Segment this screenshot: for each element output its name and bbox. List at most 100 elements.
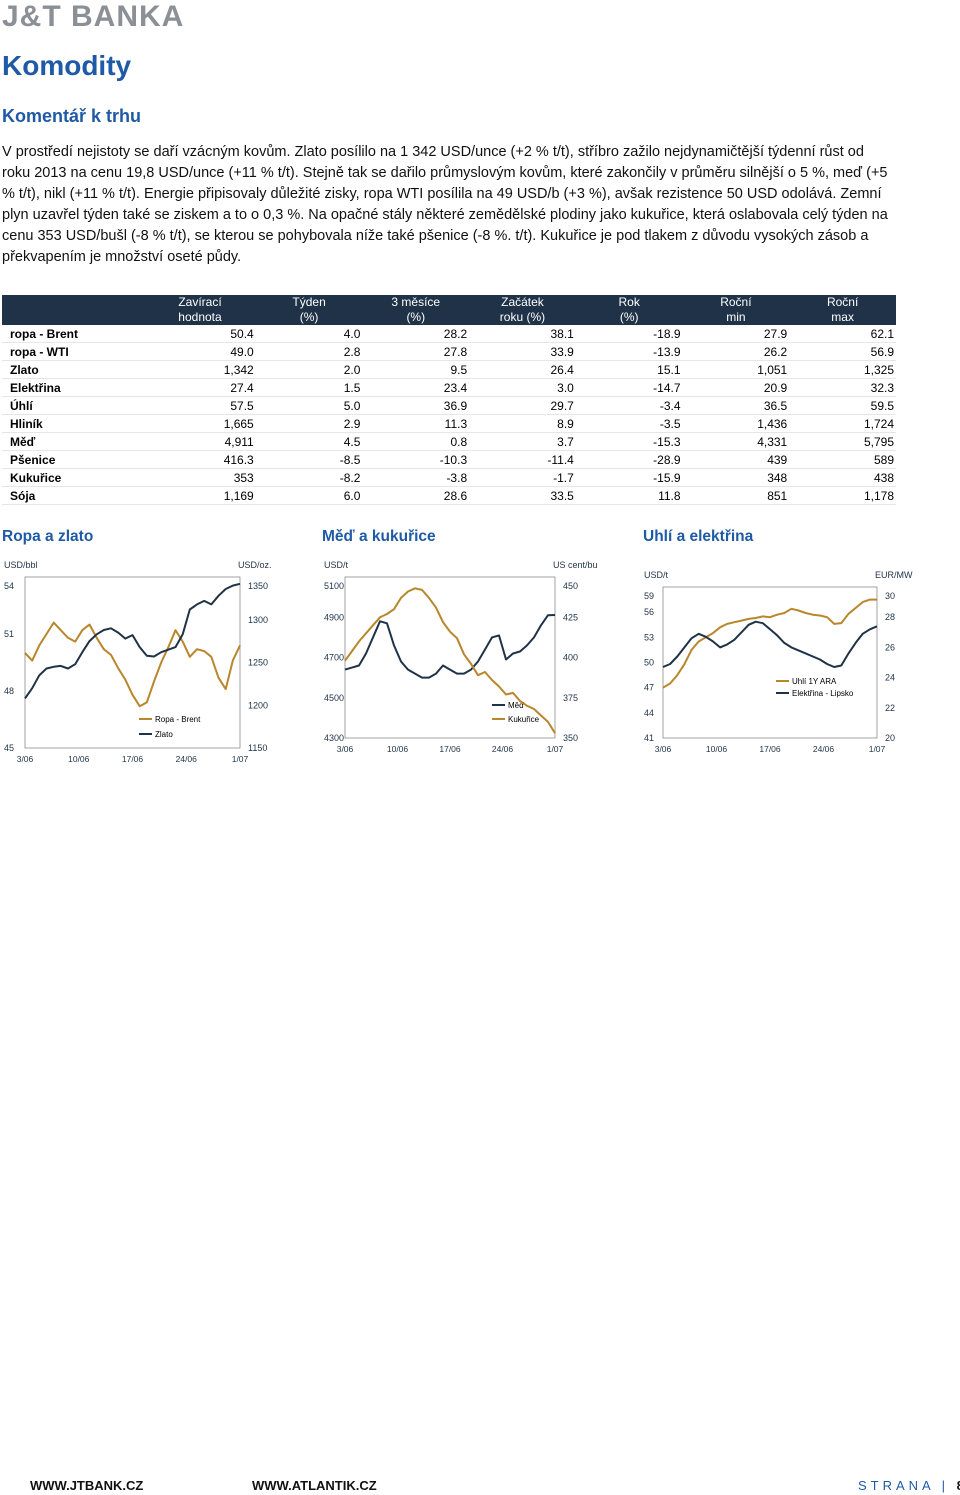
table-cell: 5,795 <box>863 434 894 449</box>
commodity-name: ropa - WTI <box>10 344 69 359</box>
footer-link-jtbank[interactable]: WWW.JTBANK.CZ <box>30 1478 144 1493</box>
x-tick-label: 17/06 <box>439 744 461 754</box>
table-cell: -18.9 <box>653 326 681 341</box>
commodity-name: Elektřina <box>10 380 61 395</box>
left-tick-label: 4900 <box>324 612 344 622</box>
header-line1: Zavírací <box>178 295 222 309</box>
table-cell: 4,911 <box>224 434 254 449</box>
commodity-name: Kukuřice <box>10 470 62 485</box>
table-cell: -3.8 <box>446 470 468 485</box>
right-tick-label: 450 <box>563 581 578 591</box>
table-cell: -1.7 <box>553 470 574 485</box>
right-tick-label: 1300 <box>248 615 268 625</box>
table-cell: 348 <box>767 470 788 485</box>
commodity-name: Zlato <box>10 362 39 377</box>
header-line1: Začátek <box>501 295 544 309</box>
table-cell: 27.8 <box>443 344 468 359</box>
table-cell: 2.8 <box>343 344 361 359</box>
chart-title-ropa-zlato: Ropa a zlato <box>2 528 94 545</box>
left-tick-label: 44 <box>644 708 654 718</box>
table-cell: 57.5 <box>230 398 254 413</box>
x-tick-label: 1/07 <box>232 754 249 764</box>
left-tick-label: 50 <box>644 658 654 668</box>
table-cell: -8.2 <box>339 470 361 485</box>
table-cell: 353 <box>233 470 254 485</box>
table-cell: 3.0 <box>557 380 574 395</box>
x-tick-label: 3/06 <box>655 744 672 754</box>
table-cell: 23.4 <box>443 380 468 395</box>
chart-med-kukurice: USD/t US cent/bu 5100 4900 4700 4500 4300 450 42… <box>324 560 598 754</box>
table-cell: 20.9 <box>763 380 788 395</box>
legend-label: Elektřina - Lipsko <box>792 689 854 698</box>
x-tick-label: 17/06 <box>122 754 144 764</box>
header-cell: Týden (%) <box>255 295 363 325</box>
legend-label: Měď <box>508 701 524 710</box>
left-tick-label: 51 <box>4 629 14 639</box>
footer-link-atlantik[interactable]: WWW.ATLANTIK.CZ <box>252 1478 377 1493</box>
section-title: Komentář k trhu <box>2 106 142 126</box>
legend-label: Ropa - Brent <box>155 715 201 724</box>
commodity-name: Úhlí <box>10 398 33 413</box>
commodity-name: Sója <box>10 488 36 503</box>
table-cell: 1,342 <box>223 362 254 377</box>
table-cell: 4.0 <box>343 326 361 341</box>
page-label: STRANA <box>858 1478 935 1493</box>
header-line2: (%) <box>619 310 639 324</box>
commodity-name: Pšenice <box>10 452 56 467</box>
table-cell: 1,436 <box>757 416 788 431</box>
table-cell: 1,169 <box>223 488 254 503</box>
table-cell: -11.4 <box>547 452 574 467</box>
left-tick-label: 48 <box>4 686 14 696</box>
right-tick-label: 1150 <box>248 743 267 753</box>
page-title: Komodity <box>2 50 132 81</box>
table-cell: 589 <box>873 452 894 467</box>
plot-frame <box>344 576 556 739</box>
right-tick-label: 20 <box>885 733 895 743</box>
header-line2: (%) <box>406 310 426 324</box>
plot-frame <box>24 576 241 749</box>
chart-title-med-kukurice: Měď a kukuřice <box>322 528 436 545</box>
table-cell: 15.1 <box>657 362 681 377</box>
commodities-table: Zavírací hodnota Týden (%) 3 měsíce (%) Zač… <box>2 295 896 505</box>
x-tick-label: 10/06 <box>387 744 409 754</box>
x-tick-label: 24/06 <box>492 744 514 754</box>
table-cell: -8.5 <box>339 452 361 467</box>
table-cell: 2.0 <box>343 362 361 377</box>
table-cell: 11.8 <box>658 488 681 503</box>
left-tick-label: 41 <box>644 733 654 743</box>
table-row: Hliník 1,665 2.9 11.3 8.9 -3.5 1,436 1,724 <box>2 415 896 433</box>
series-line-0 <box>662 598 877 689</box>
table-cell: 2.9 <box>343 416 361 431</box>
x-tick-label: 3/06 <box>337 744 354 754</box>
table-cell: 32.3 <box>870 380 894 395</box>
table-cell: 36.5 <box>763 398 788 413</box>
left-axis-unit: USD/t <box>644 570 669 580</box>
table-cell: -14.7 <box>653 380 681 395</box>
bank-logo: J&T BANKA <box>2 0 184 34</box>
right-tick-label: 375 <box>563 693 578 703</box>
table-cell: 33.5 <box>550 488 574 503</box>
table-cell: 56.9 <box>870 344 894 359</box>
table-row: Kukuřice 353 -8.2 -3.8 -1.7 -15.9 348 438 <box>2 469 896 487</box>
header-line2: roku (%) <box>499 310 546 324</box>
header-cell: Zavírací hodnota <box>144 295 256 325</box>
table-cell: 28.6 <box>443 488 468 503</box>
table-cell: -13.9 <box>653 344 681 359</box>
right-tick-label: 22 <box>885 703 895 713</box>
table-cell: -15.3 <box>653 434 681 449</box>
left-tick-label: 4500 <box>324 693 344 703</box>
page-number: 8 <box>957 1478 960 1493</box>
left-axis-unit: USD/t <box>324 560 349 570</box>
series-line-0 <box>24 621 241 708</box>
left-tick-label: 5100 <box>324 581 344 591</box>
left-tick-label: 47 <box>644 683 654 693</box>
left-tick-label: 59 <box>644 591 654 601</box>
header-cell: Roční max <box>789 295 896 325</box>
right-tick-label: 1200 <box>248 700 268 710</box>
x-tick-label: 24/06 <box>813 744 835 754</box>
table-cell: 439 <box>767 452 788 467</box>
table-cell: 416.3 <box>223 452 254 467</box>
x-tick-label: 3/06 <box>17 754 34 764</box>
header-line1: 3 měsíce <box>391 295 441 309</box>
header-cell: 3 měsíce (%) <box>362 295 470 325</box>
